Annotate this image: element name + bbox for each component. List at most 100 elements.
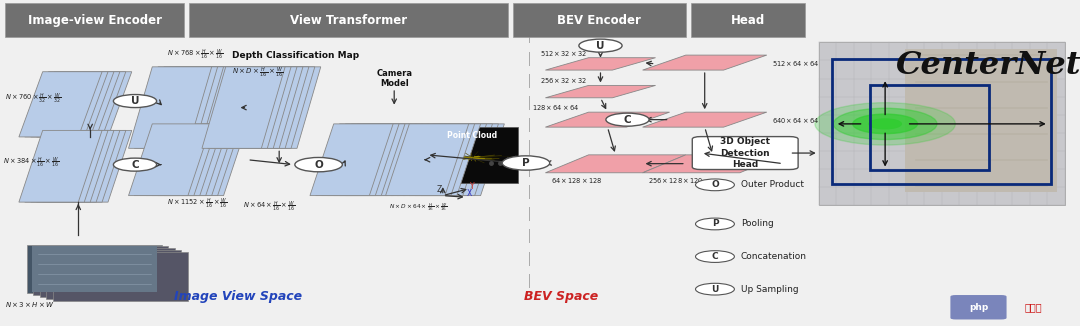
Circle shape bbox=[834, 108, 937, 140]
Polygon shape bbox=[643, 112, 767, 127]
Text: Y: Y bbox=[470, 182, 474, 191]
FancyBboxPatch shape bbox=[46, 250, 181, 299]
Polygon shape bbox=[421, 124, 504, 196]
FancyBboxPatch shape bbox=[53, 252, 188, 301]
Circle shape bbox=[815, 103, 956, 145]
Text: U: U bbox=[712, 285, 718, 294]
Polygon shape bbox=[328, 124, 410, 196]
Polygon shape bbox=[49, 72, 132, 137]
Text: C: C bbox=[623, 115, 632, 125]
Polygon shape bbox=[164, 67, 247, 148]
Text: $N\times1152\times\frac{H}{16}\times\frac{W}{16}$: $N\times1152\times\frac{H}{16}\times\fra… bbox=[167, 197, 228, 211]
Text: 中文网: 中文网 bbox=[1025, 302, 1042, 312]
Text: Up Sampling: Up Sampling bbox=[741, 285, 798, 294]
Text: $N\times768\times\frac{H}{16}\times\frac{W}{16}$: $N\times768\times\frac{H}{16}\times\frac… bbox=[167, 48, 224, 63]
Polygon shape bbox=[129, 124, 212, 196]
Polygon shape bbox=[334, 124, 417, 196]
Text: $512\times32\times32$: $512\times32\times32$ bbox=[540, 49, 588, 58]
Text: $N\times384\times\frac{H}{16}\times\frac{W}{16}$: $N\times384\times\frac{H}{16}\times\frac… bbox=[3, 156, 59, 170]
Polygon shape bbox=[152, 67, 235, 148]
Polygon shape bbox=[231, 67, 315, 148]
Polygon shape bbox=[152, 124, 235, 196]
Circle shape bbox=[502, 156, 550, 170]
Text: BEV Encoder: BEV Encoder bbox=[557, 14, 642, 27]
Polygon shape bbox=[214, 67, 297, 148]
Text: U: U bbox=[131, 96, 139, 106]
FancyBboxPatch shape bbox=[32, 246, 157, 292]
Polygon shape bbox=[238, 67, 321, 148]
Polygon shape bbox=[315, 124, 400, 196]
Text: $256\times32\times32$: $256\times32\times32$ bbox=[540, 76, 588, 85]
Text: U: U bbox=[596, 41, 605, 51]
Polygon shape bbox=[392, 124, 475, 196]
Text: $N\times D\times\frac{H}{16}\times\frac{W}{16}$: $N\times D\times\frac{H}{16}\times\frac{… bbox=[232, 66, 284, 81]
Text: Head: Head bbox=[731, 14, 765, 27]
Polygon shape bbox=[643, 55, 767, 70]
Polygon shape bbox=[135, 67, 217, 148]
FancyBboxPatch shape bbox=[905, 49, 1057, 192]
Text: View Transformer: View Transformer bbox=[289, 14, 407, 27]
Text: $256\times128\times120$: $256\times128\times120$ bbox=[648, 176, 704, 185]
Text: P: P bbox=[522, 158, 530, 168]
Text: $512\times64\times64$: $512\times64\times64$ bbox=[772, 59, 820, 68]
Text: BEV Space: BEV Space bbox=[525, 290, 598, 303]
Text: Image View Space: Image View Space bbox=[174, 290, 301, 303]
Polygon shape bbox=[545, 155, 686, 173]
Polygon shape bbox=[158, 124, 241, 196]
Text: Image-view Encoder: Image-view Encoder bbox=[27, 14, 162, 27]
Polygon shape bbox=[415, 124, 499, 196]
Polygon shape bbox=[140, 124, 224, 196]
Polygon shape bbox=[643, 155, 783, 173]
Circle shape bbox=[113, 158, 157, 171]
Text: $64\times128\times128$: $64\times128\times128$ bbox=[551, 176, 603, 185]
Polygon shape bbox=[545, 112, 670, 127]
Polygon shape bbox=[37, 130, 120, 202]
Circle shape bbox=[579, 39, 622, 52]
Circle shape bbox=[696, 179, 734, 191]
Polygon shape bbox=[25, 72, 108, 137]
Text: Point Cloud: Point Cloud bbox=[447, 131, 498, 140]
Text: O: O bbox=[711, 180, 719, 189]
FancyBboxPatch shape bbox=[513, 3, 686, 37]
Text: $N\times64\times\frac{H}{16}\times\frac{W}{16}$: $N\times64\times\frac{H}{16}\times\frac{… bbox=[243, 200, 296, 214]
Text: $640\times64\times64$: $640\times64\times64$ bbox=[772, 116, 820, 125]
Polygon shape bbox=[226, 67, 309, 148]
Text: Z: Z bbox=[436, 185, 442, 194]
Polygon shape bbox=[220, 67, 303, 148]
Polygon shape bbox=[129, 67, 212, 148]
Polygon shape bbox=[19, 130, 102, 202]
Polygon shape bbox=[164, 124, 247, 196]
Polygon shape bbox=[25, 130, 108, 202]
Circle shape bbox=[853, 114, 918, 134]
Text: C: C bbox=[131, 160, 139, 170]
Text: $128\times64\times64$: $128\times64\times64$ bbox=[532, 103, 580, 112]
Polygon shape bbox=[397, 124, 481, 196]
Polygon shape bbox=[30, 130, 113, 202]
FancyBboxPatch shape bbox=[691, 3, 805, 37]
Polygon shape bbox=[346, 124, 429, 196]
Text: $N\times760\times\frac{H}{32}\times\frac{W}{32}$: $N\times760\times\frac{H}{32}\times\frac… bbox=[5, 92, 62, 107]
Polygon shape bbox=[43, 72, 125, 137]
Polygon shape bbox=[30, 72, 113, 137]
FancyBboxPatch shape bbox=[33, 246, 168, 295]
Circle shape bbox=[696, 218, 734, 230]
Polygon shape bbox=[147, 124, 229, 196]
Circle shape bbox=[869, 119, 902, 129]
Text: Camera
Model: Camera Model bbox=[376, 68, 413, 88]
Text: $N\times3\times H\times W$: $N\times3\times H\times W$ bbox=[5, 300, 55, 309]
Text: $N\times D\times64\times\frac{H}{16}\times\frac{W}{16}$: $N\times D\times64\times\frac{H}{16}\tim… bbox=[389, 201, 447, 213]
Text: C: C bbox=[712, 252, 718, 261]
Polygon shape bbox=[49, 130, 132, 202]
Polygon shape bbox=[43, 130, 125, 202]
Circle shape bbox=[295, 157, 342, 172]
FancyBboxPatch shape bbox=[950, 295, 1007, 319]
FancyBboxPatch shape bbox=[40, 248, 175, 297]
Polygon shape bbox=[404, 124, 486, 196]
Text: Pooling: Pooling bbox=[741, 219, 773, 229]
Text: php: php bbox=[969, 303, 988, 312]
FancyBboxPatch shape bbox=[819, 42, 1065, 205]
Polygon shape bbox=[147, 67, 229, 148]
Text: Depth Classification Map: Depth Classification Map bbox=[232, 51, 360, 60]
Polygon shape bbox=[545, 58, 656, 70]
Polygon shape bbox=[202, 67, 285, 148]
